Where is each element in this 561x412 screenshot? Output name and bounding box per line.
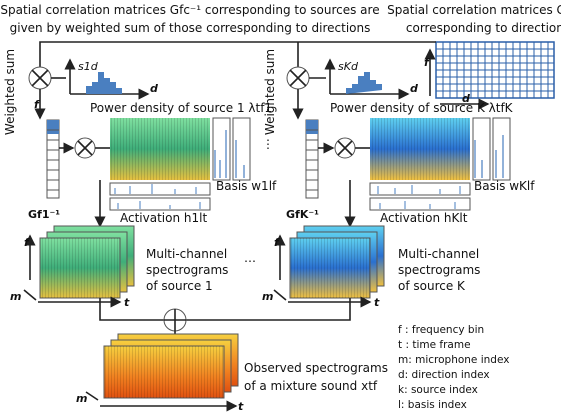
axis-label: m xyxy=(10,290,21,303)
legend-item: t : time frame xyxy=(398,339,471,351)
connector xyxy=(40,42,436,67)
spectro-label: Multi-channel xyxy=(398,247,479,261)
axis-label: f xyxy=(274,236,280,249)
axis-label: t xyxy=(374,296,380,309)
weight-label: sKd xyxy=(338,60,359,73)
directions-title: corresponding to directions xyxy=(406,21,561,35)
direction-matrix xyxy=(430,42,554,104)
ellipsis: … xyxy=(244,251,256,265)
basis-label: Basis wKlf xyxy=(474,179,535,193)
basis-label: Basis w1lf xyxy=(216,179,277,193)
matrix-label: Gf1⁻¹ xyxy=(28,208,60,221)
legend-item: k: source index xyxy=(398,384,478,396)
mixture-label: of a mixture sound xtf xyxy=(244,379,378,393)
weighted-sum-label: Weighted sum xyxy=(263,49,277,135)
axis-label: f xyxy=(34,98,40,111)
spectro-label: Multi-channel xyxy=(146,247,227,261)
activation-label: Activation hKlt xyxy=(380,211,468,225)
power-label: Power density of source 1 λtf1 xyxy=(90,101,272,115)
axis-label: f xyxy=(424,56,430,69)
axis-label: f xyxy=(24,236,30,249)
directions-title: Spatial correlation matrices Gfd⁻¹ xyxy=(387,3,561,17)
activation-label: Activation h1lt xyxy=(120,211,207,225)
axis-label: t xyxy=(124,296,130,309)
ellipsis: ⋮ xyxy=(262,137,274,151)
legend-item: m: microphone index xyxy=(398,354,509,366)
header-line: Spatial correlation matrices Gfc⁻¹ corre… xyxy=(0,3,379,17)
power-label: Power density of source K λtfK xyxy=(330,101,514,115)
spectro-label: of source K xyxy=(398,279,466,293)
weighted-sum-label: Weighted sum xyxy=(3,49,17,135)
axis-label: t xyxy=(238,400,244,412)
axis-label: m xyxy=(262,290,273,303)
axis-label: d xyxy=(410,82,418,95)
legend-item: f : frequency bin xyxy=(398,324,484,336)
header-line: given by weighted sum of those correspon… xyxy=(10,21,371,35)
axis-label: d xyxy=(150,82,158,95)
legend-item: l: basis index xyxy=(398,399,467,411)
mixture-label: Observed spectrograms xyxy=(244,361,388,375)
spectro-label: spectrograms xyxy=(146,263,228,277)
weight-label: s1d xyxy=(78,60,99,73)
axis-label: m xyxy=(76,392,87,405)
diagram: Spatial correlation matrices Gfc⁻¹ corre… xyxy=(0,0,561,412)
legend-item: d: direction index xyxy=(398,369,490,381)
spectro-label: of source 1 xyxy=(146,279,213,293)
spectro-label: spectrograms xyxy=(398,263,480,277)
matrix-label: GfK⁻¹ xyxy=(286,208,319,221)
